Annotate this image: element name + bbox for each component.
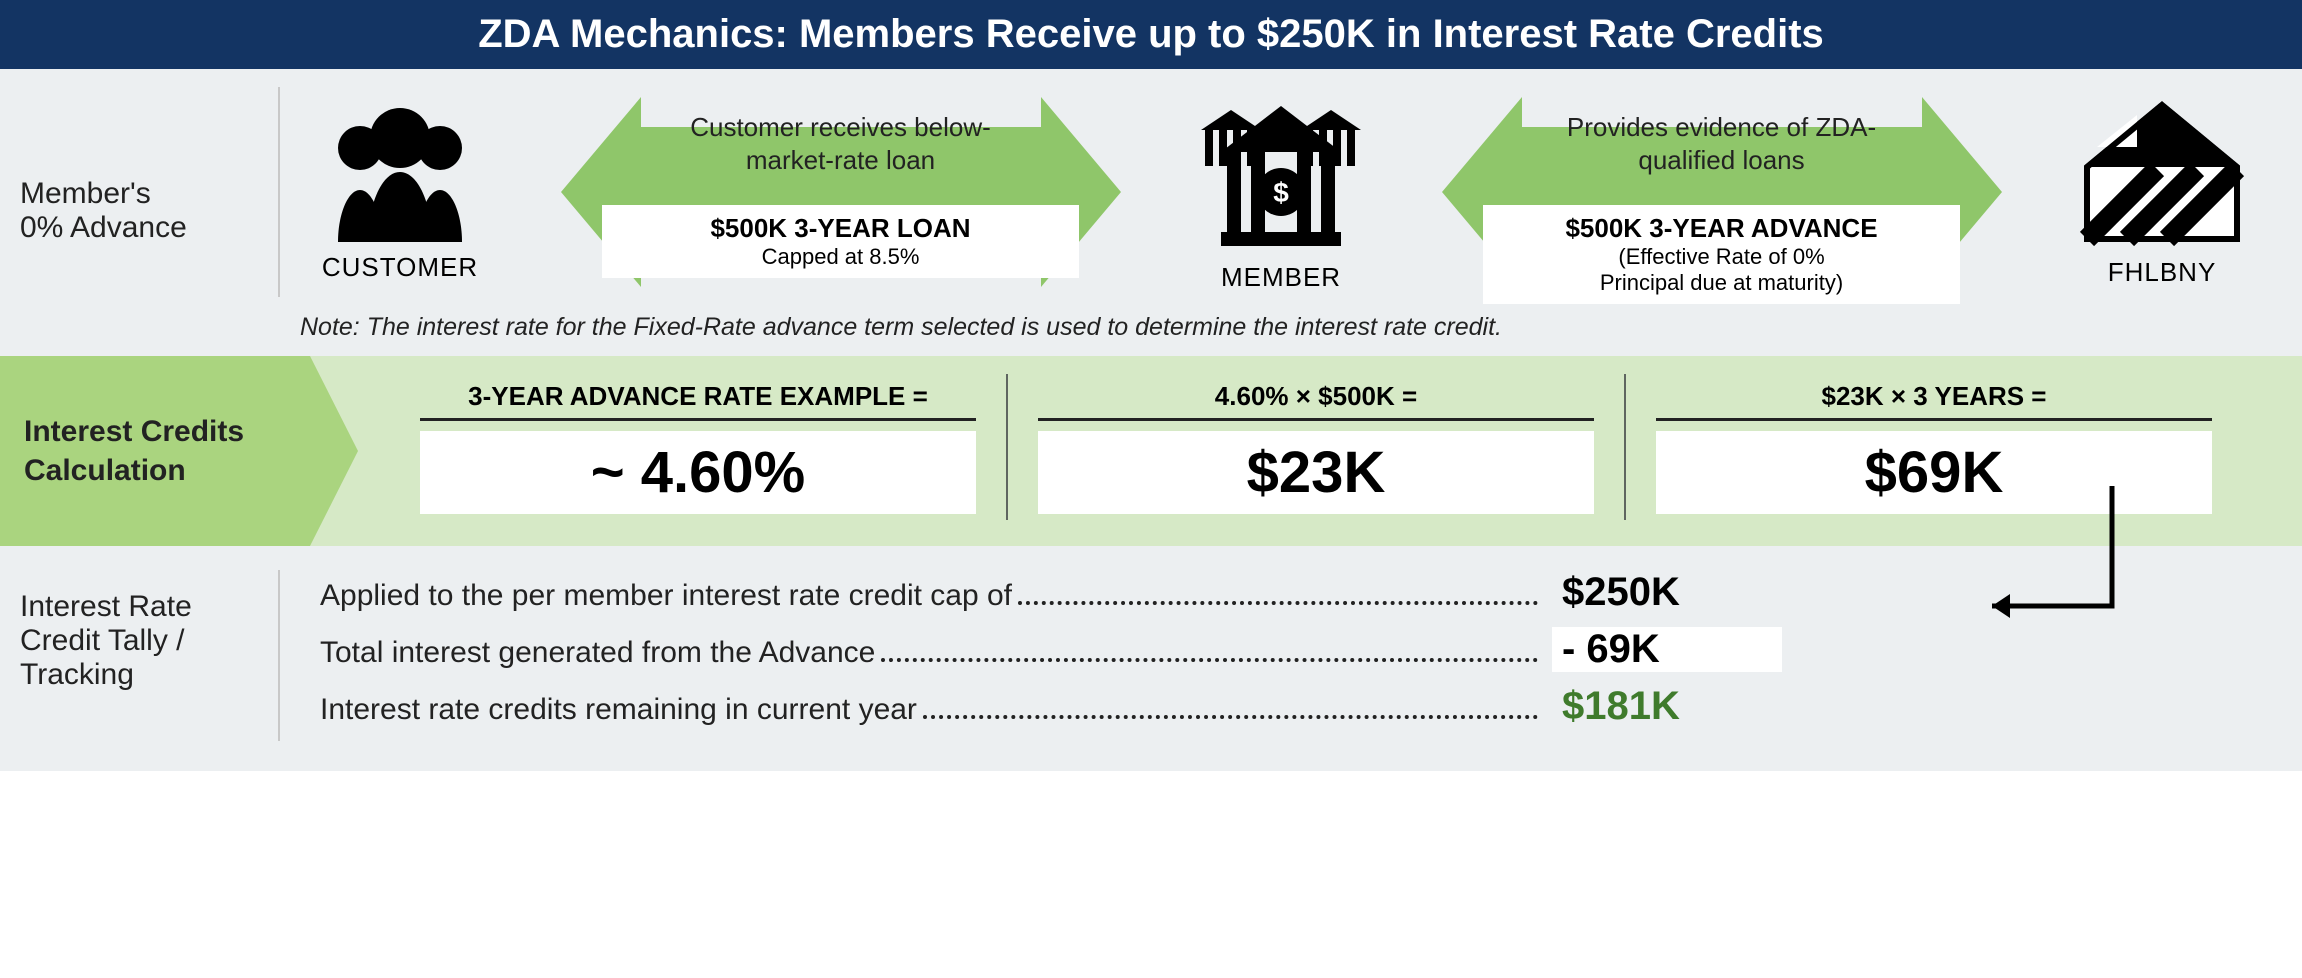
tally-label-1: Total interest generated from the Advanc… — [320, 636, 875, 670]
member-label: MEMBER — [1221, 262, 1341, 293]
people-icon — [320, 102, 480, 242]
arrow1-box-main: $500K 3-YEAR LOAN — [626, 213, 1055, 244]
tally-val-2: $181K — [1552, 684, 1782, 729]
member-party: $ MEMBER — [1181, 92, 1381, 293]
arrow2-box-main: $500K 3-YEAR ADVANCE — [1507, 213, 1936, 244]
arrow1-block: Customer receives below- market-rate loa… — [500, 87, 1181, 297]
tally-label-0: Applied to the per member interest rate … — [320, 579, 1012, 613]
main-title: ZDA Mechanics: Members Receive up to $25… — [0, 0, 2302, 69]
infographic-root: ZDA Mechanics: Members Receive up to $25… — [0, 0, 2302, 771]
tally-row-1: Total interest generated from the Advanc… — [320, 627, 2282, 672]
arrow2-text: Provides evidence of ZDA- qualified loan… — [1449, 111, 1994, 176]
tally-row-0: Applied to the per member interest rate … — [320, 570, 2282, 615]
tally-val-0: $250K — [1552, 570, 1782, 615]
arrow1-box-sub: Capped at 8.5% — [626, 244, 1055, 270]
section2-chevron: Interest Credits Calculation — [0, 356, 310, 546]
calc-top-2: $23K × 3 YEARS = — [1656, 381, 2212, 421]
arrow2-box: $500K 3-YEAR ADVANCE (Effective Rate of … — [1483, 205, 1960, 304]
fhlbny-label: FHLBNY — [2108, 257, 2217, 288]
house-flag-icon — [2077, 97, 2247, 247]
calc-bottom-2: $69K — [1656, 431, 2212, 514]
calc-cells: 3-YEAR ADVANCE RATE EXAMPLE = ~ 4.60% 4.… — [310, 356, 2302, 546]
calc-section: Interest Credits Calculation 3-YEAR ADVA… — [0, 356, 2302, 546]
section3-label: Interest Rate Credit Tally / Tracking — [20, 570, 280, 741]
bank-icon: $ — [1181, 92, 1381, 252]
calc-cell-1: 4.60% × $500K = $23K — [1006, 374, 1624, 520]
calc-cell-2: $23K × 3 YEARS = $69K — [1624, 374, 2242, 520]
arrow1-box: $500K 3-YEAR LOAN Capped at 8.5% — [602, 205, 1079, 278]
dots — [1018, 601, 1538, 605]
arrow2-box-sub: (Effective Rate of 0% Principal due at m… — [1507, 244, 1936, 296]
advance-flow-section: Member's 0% Advance CUSTOMER Customer re… — [0, 69, 2302, 305]
flow-row: CUSTOMER Customer receives below- market… — [280, 87, 2282, 297]
calc-cell-0: 3-YEAR ADVANCE RATE EXAMPLE = ~ 4.60% — [390, 374, 1006, 520]
tally-val-1: - 69K — [1552, 627, 1782, 672]
dots — [923, 715, 1538, 719]
tally-rows: Applied to the per member interest rate … — [280, 570, 2282, 741]
customer-party: CUSTOMER — [300, 102, 500, 283]
svg-text:$: $ — [1273, 177, 1289, 208]
tally-row-2: Interest rate credits remaining in curre… — [320, 684, 2282, 729]
calc-bottom-0: ~ 4.60% — [420, 431, 976, 514]
calc-top-1: 4.60% × $500K = — [1038, 381, 1594, 421]
fhlbny-party: FHLBNY — [2062, 97, 2262, 288]
section1-note: Note: The interest rate for the Fixed-Ra… — [0, 305, 2302, 356]
tally-section: Interest Rate Credit Tally / Tracking Ap… — [0, 546, 2302, 771]
calc-top-0: 3-YEAR ADVANCE RATE EXAMPLE = — [420, 381, 976, 421]
section1-label: Member's 0% Advance — [20, 87, 280, 297]
arrow1-text: Customer receives below- market-rate loa… — [568, 111, 1113, 176]
arrow2-block: Provides evidence of ZDA- qualified loan… — [1381, 87, 2062, 297]
dots — [881, 658, 1538, 662]
calc-bottom-1: $23K — [1038, 431, 1594, 514]
customer-label: CUSTOMER — [322, 252, 478, 283]
section2-label: Interest Credits Calculation — [24, 412, 244, 490]
tally-label-2: Interest rate credits remaining in curre… — [320, 693, 917, 727]
